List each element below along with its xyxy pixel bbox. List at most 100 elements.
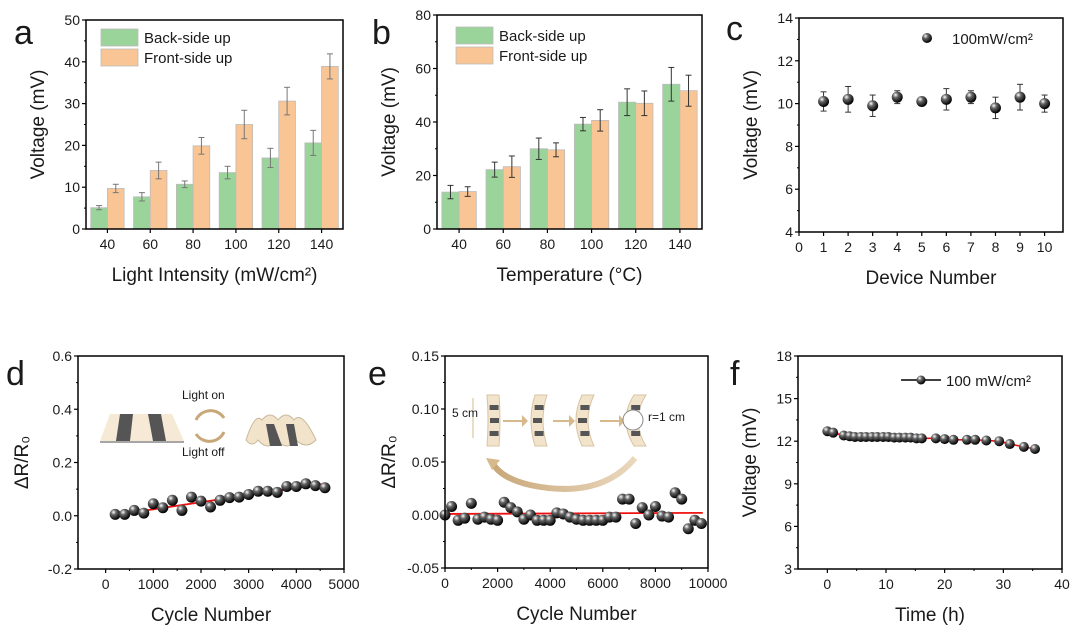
panel-e: e -0.05 0.00 0.05 0.10 0.15 0 2000 4000 6000 8000 1… [368, 348, 728, 625]
panel-a: a 0 10 20 30 40 50 40 60 80 100 120 140 Light Intensi… [14, 12, 344, 286]
x-tick-label: 10 [1037, 239, 1053, 255]
data-point [965, 91, 977, 103]
data-point [636, 502, 648, 514]
arrow-right-icon [600, 415, 625, 427]
x-tick-label: 9 [1016, 239, 1024, 255]
data-point [891, 91, 903, 103]
bar-front [107, 188, 125, 230]
data-point [940, 93, 952, 105]
legend-label: 100 mW/cm² [946, 373, 1031, 390]
y-tick-label: 3 [784, 561, 792, 577]
inset-label-radius: r=1 cm [648, 410, 685, 424]
inset-label-light-on: Light on [182, 388, 225, 402]
legend-marker [916, 375, 926, 385]
y-tick-label: -0.05 [407, 560, 439, 576]
y-axis-title: Voltage (mV) [741, 70, 762, 180]
data-point [989, 102, 1001, 114]
x-tick-label: 5000 [328, 576, 359, 592]
y-tick-label: 0.15 [412, 348, 439, 364]
data-point [233, 491, 245, 503]
data-point [961, 434, 972, 445]
y-tick-label: 10 [64, 179, 80, 195]
panel-f: f 3 6 9 12 15 18 0 10 20 30 40 Time (h) Voltage (mV) 1… [730, 348, 1070, 626]
y-tick-label: 9 [784, 476, 792, 492]
legend-swatch [100, 28, 139, 47]
panel-d: d -0.2 0.0 0.2 0.4 0.6 0 1000 2000 3000 4000 5000 Cy… [6, 348, 360, 626]
data-point [1014, 91, 1026, 103]
y-tick-label: 0.4 [53, 401, 73, 417]
return-arrow-icon [489, 456, 638, 492]
bar-back [218, 172, 237, 230]
data-point [128, 504, 140, 516]
y-tick-label: 15 [776, 391, 792, 407]
y-tick-label: 4 [785, 224, 793, 240]
data-point [867, 100, 879, 112]
x-tick-label: 7 [967, 239, 975, 255]
stripe [489, 431, 499, 436]
x-axis-title: Light Intensity (mW/cm²) [112, 265, 318, 286]
bar-front [679, 90, 698, 230]
data-point [300, 478, 312, 490]
x-axis-title: Cycle Number [516, 604, 637, 625]
panel-letter: c [726, 10, 743, 48]
data-point [271, 486, 283, 498]
stripe [148, 414, 166, 441]
data-point [243, 488, 255, 500]
inset-illustration: Light on Light off [100, 388, 317, 459]
y-tick-label: 12 [777, 53, 793, 69]
plot-frame [797, 355, 1063, 570]
data-point [1039, 98, 1051, 110]
x-tick-label: 1000 [138, 576, 169, 592]
data-point [994, 436, 1005, 447]
y-tick-label: 0 [423, 221, 431, 237]
x-tick-label: 2000 [185, 576, 216, 592]
data-point [166, 494, 178, 506]
bar-front [547, 149, 566, 230]
stripe [534, 405, 544, 410]
data-point [109, 508, 121, 520]
stripe [580, 405, 590, 410]
bar-back [175, 183, 194, 230]
y-tick-label: 20 [415, 168, 431, 184]
data-point [205, 501, 217, 513]
x-tick-label: 4000 [535, 575, 566, 591]
x-tick-label: 40 [451, 236, 467, 252]
stripe [266, 424, 298, 446]
legend-marker [922, 33, 932, 43]
x-axis-title: Device Number [866, 268, 998, 289]
data-point [281, 480, 293, 492]
data-point [916, 95, 928, 107]
data-point [676, 493, 688, 505]
data-point [1004, 439, 1015, 450]
inset-label-light-off: Light off [182, 445, 225, 459]
x-tick-label: 0 [441, 575, 449, 591]
legend-label: 100mW/cm² [952, 31, 1033, 48]
y-tick-label: 14 [777, 10, 793, 26]
data-point [930, 433, 941, 444]
data-point [939, 434, 950, 445]
data-point [623, 493, 635, 505]
legend-swatch [455, 26, 494, 45]
data-point [147, 498, 159, 510]
stripe [631, 431, 641, 436]
x-tick-label: 3000 [233, 576, 264, 592]
x-tick-label: 80 [185, 236, 201, 252]
plot-frame [444, 355, 709, 569]
bar-front [278, 100, 296, 230]
data-point [214, 494, 226, 506]
y-axis-title: Voltage (mV) [28, 70, 49, 180]
x-tick-label: 40 [100, 236, 116, 252]
x-tick-label: 0 [795, 239, 803, 255]
data-point [828, 427, 839, 438]
x-tick-label: 120 [624, 236, 648, 252]
y-tick-label: 0.00 [412, 507, 439, 523]
y-tick-label: 6 [785, 181, 793, 197]
inset-label-length: 5 cm [452, 406, 478, 420]
data-point [1030, 444, 1041, 455]
x-tick-label: 2 [844, 239, 852, 255]
y-tick-label: 0.2 [53, 455, 73, 471]
bar-front [635, 102, 654, 230]
data-point [319, 482, 331, 494]
stripe [578, 418, 587, 423]
x-tick-label: 10000 [689, 575, 728, 591]
